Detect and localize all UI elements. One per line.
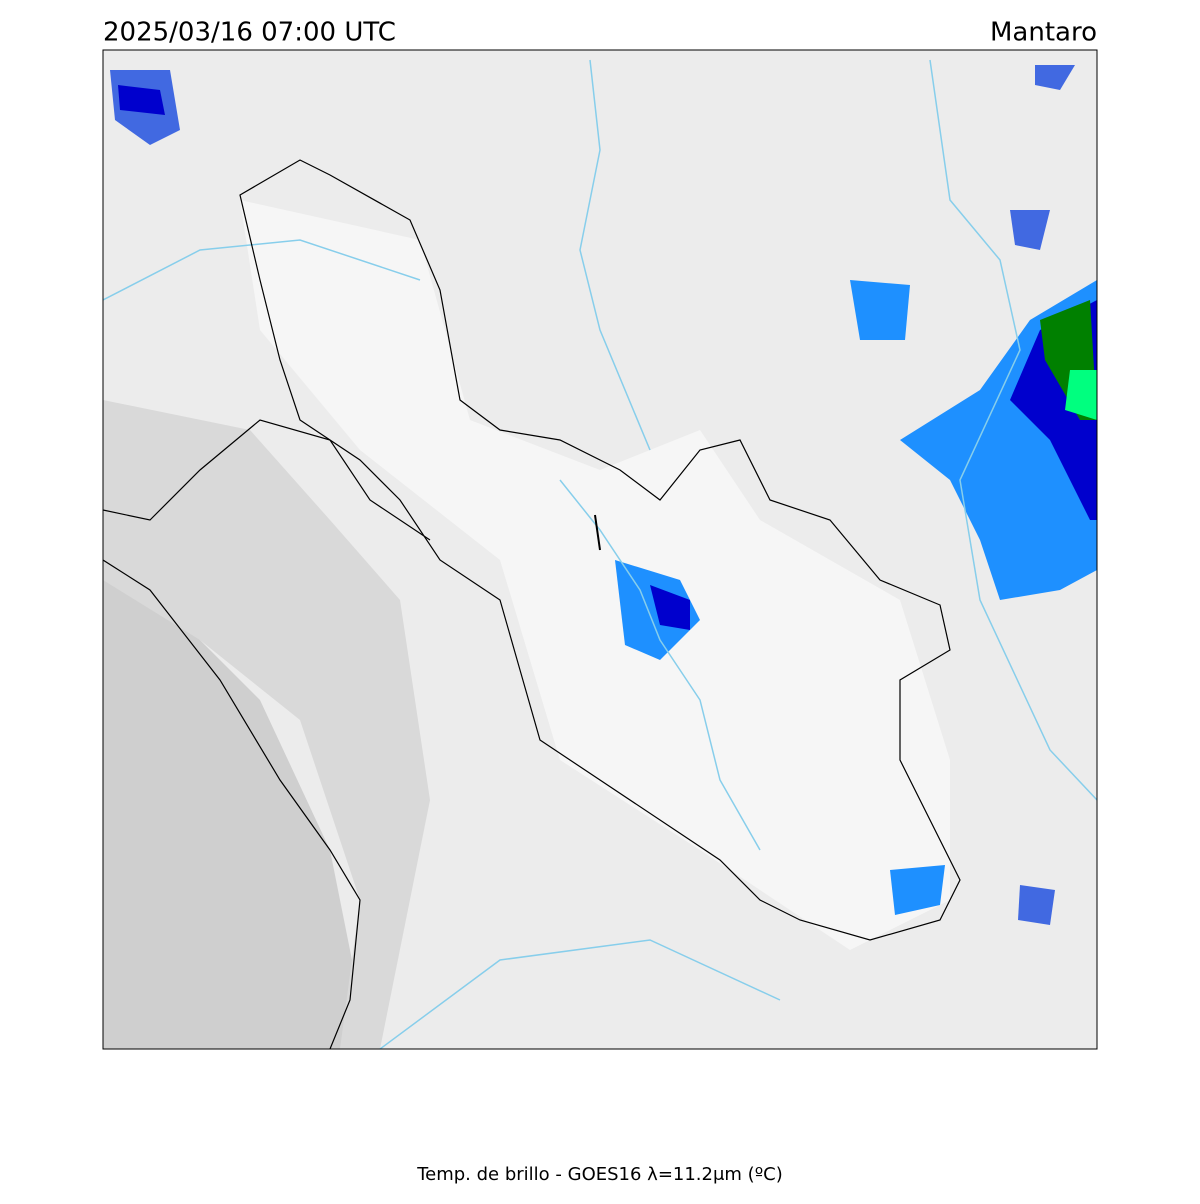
map [103, 50, 1097, 1049]
cloud-patch [103, 400, 430, 1049]
colorbar-label: Temp. de brillo - GOES16 λ=11.2μm (ºC) [416, 1164, 783, 1185]
radar-line [594, 514, 601, 551]
coastal-cloud [103, 560, 360, 1049]
basin-area [240, 200, 950, 950]
region: Mantaro [990, 18, 1097, 48]
rivers [103, 59, 1097, 1049]
cold-cloud [890, 865, 945, 915]
cold-cloud [650, 585, 690, 630]
cold-cloud [1065, 370, 1097, 420]
cold-cloud [1035, 65, 1075, 90]
title: 2025/03/16 07:00 UTC [103, 18, 396, 48]
borders [103, 159, 961, 1049]
cold-cloud [1018, 885, 1055, 925]
cold-cloud [850, 280, 910, 340]
cold-cloud [1010, 210, 1050, 250]
cold-cloud [118, 85, 165, 115]
map-frame [102, 49, 1098, 1050]
